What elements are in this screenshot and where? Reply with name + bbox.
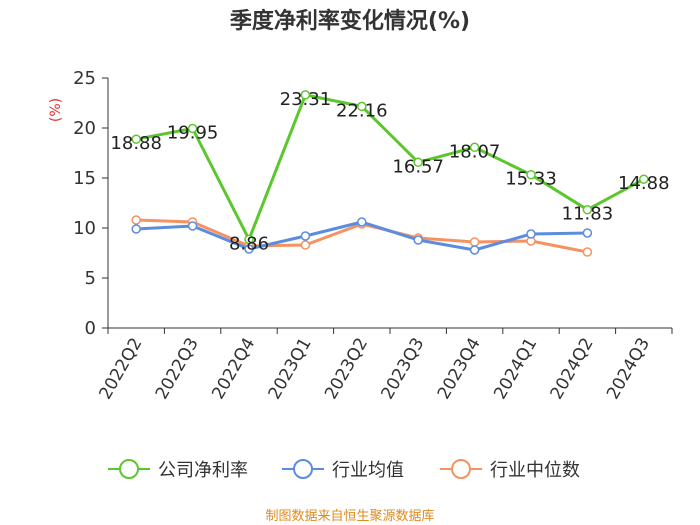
x-tick-label: 2023Q4 xyxy=(434,334,485,402)
data-point xyxy=(357,101,367,112)
y-tick-label: 15 xyxy=(73,168,96,189)
series-line xyxy=(135,93,645,241)
source-note: 制图数据来自恒生聚源数据库 xyxy=(265,508,434,524)
data-label: 18.07 xyxy=(449,141,501,162)
x-tick-label: 2024Q1 xyxy=(490,335,541,403)
data-label: 23.31 xyxy=(280,89,332,110)
data-label: 18.88 xyxy=(110,133,162,154)
x-tick-label: 2022Q3 xyxy=(152,335,203,403)
legend: 公司净利率 行业均值 行业中位数 xyxy=(108,459,580,481)
data-label: 14.88 xyxy=(618,173,670,194)
data-point xyxy=(300,240,311,250)
legend-marker xyxy=(119,459,139,479)
data-point xyxy=(244,234,254,245)
legend-label: 行业均值 xyxy=(332,460,404,481)
data-point xyxy=(639,174,649,184)
data-point xyxy=(300,231,311,241)
data-label: 15.33 xyxy=(505,169,557,190)
y-tick-label: 5 xyxy=(85,268,96,289)
data-label: 16.57 xyxy=(392,156,444,177)
legend-marker xyxy=(451,459,471,479)
data-point xyxy=(526,229,536,239)
series-layer xyxy=(131,90,649,257)
x-tick-label: 2022Q2 xyxy=(95,335,146,403)
data-point xyxy=(187,123,198,134)
data-label: 22.16 xyxy=(336,100,388,121)
x-tick-label: 2023Q2 xyxy=(321,335,372,403)
data-point xyxy=(526,169,536,180)
data-point xyxy=(469,245,480,255)
data-label: 11.83 xyxy=(562,204,614,225)
x-tick-label: 2024Q2 xyxy=(547,335,598,403)
legend-marker xyxy=(293,459,313,479)
data-point xyxy=(469,142,480,153)
data-point xyxy=(582,204,593,215)
data-point xyxy=(300,90,311,100)
data-point xyxy=(131,134,141,144)
series-1 xyxy=(131,217,593,255)
y-tick-label: 0 xyxy=(85,318,96,339)
legend-item: 公司净利率 xyxy=(108,459,248,481)
legend-item: 行业中位数 xyxy=(440,459,580,481)
data-labels: 18.8819.958.8623.3122.1616.5718.0715.331… xyxy=(110,89,670,254)
data-point xyxy=(413,235,423,245)
legend-item: 行业均值 xyxy=(282,459,404,481)
x-tick-label: 2022Q4 xyxy=(208,335,259,403)
x-tick-label: 2023Q3 xyxy=(377,335,428,403)
legend-label: 公司净利率 xyxy=(158,460,248,481)
data-point xyxy=(244,244,254,254)
legend-label: 行业中位数 xyxy=(490,460,580,481)
data-point xyxy=(582,228,593,238)
data-point xyxy=(469,237,480,247)
y-tick-label: 10 xyxy=(73,218,96,239)
data-point xyxy=(131,224,141,234)
data-label: 8.86 xyxy=(229,233,269,254)
data-label: 19.95 xyxy=(167,123,219,144)
data-point xyxy=(187,221,198,231)
y-tick-label: 25 xyxy=(73,68,96,89)
chart-title: 季度净利率变化情况(%) xyxy=(230,8,470,34)
y-tick-label: 20 xyxy=(73,118,96,139)
data-point xyxy=(413,157,423,168)
y-axis-unit: (%) xyxy=(48,98,64,122)
x-tick-label: 2023Q1 xyxy=(265,335,316,403)
data-point xyxy=(131,215,141,225)
series-0 xyxy=(131,90,649,245)
data-point xyxy=(582,247,593,257)
x-tick-label: 2024Q3 xyxy=(603,335,654,403)
data-point xyxy=(357,217,367,227)
